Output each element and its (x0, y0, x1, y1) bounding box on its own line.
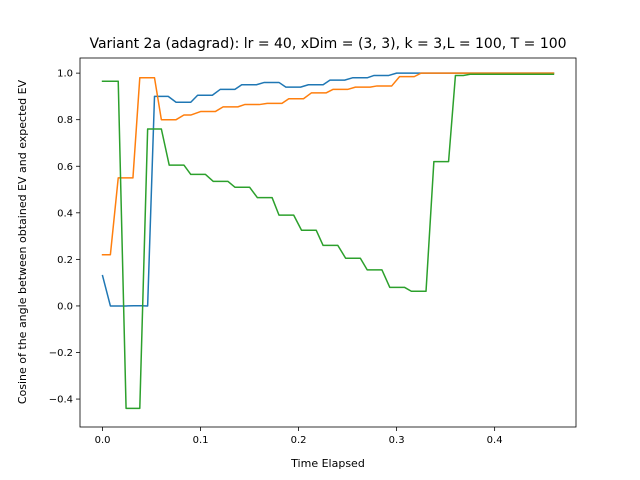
y-tick-label: 0.2 (57, 255, 73, 266)
x-tick-label: 0.4 (487, 435, 503, 446)
y-tick-label: 0.0 (57, 301, 73, 312)
y-tick-label: −0.2 (49, 348, 73, 359)
x-axis-label: Time Elapsed (290, 457, 365, 470)
y-tick-label: −0.4 (49, 395, 73, 406)
x-tick-label: 0.2 (291, 435, 307, 446)
axes-frame (79, 57, 577, 428)
chart-title: Variant 2a (adagrad): lr = 40, xDim = (3… (89, 36, 566, 52)
x-tick-label: 0.3 (389, 435, 405, 446)
y-axis: −0.4 −0.2 0.0 0.2 0.4 0.6 0.8 1.0 (49, 69, 80, 406)
y-tick-label: 0.6 (57, 162, 73, 173)
plot-area (79, 57, 577, 428)
y-axis-label: Cosine of the angle between obtained EV … (16, 79, 29, 404)
y-tick-label: 1.0 (57, 69, 73, 80)
x-axis: 0.0 0.1 0.2 0.3 0.4 (95, 427, 503, 446)
series-layer (101, 72, 555, 410)
series-line-2 (101, 72, 555, 256)
x-tick-label: 0.1 (193, 435, 209, 446)
y-tick-label: 0.4 (57, 208, 73, 219)
series-line-3 (101, 73, 555, 410)
y-tick-label: 0.8 (57, 115, 73, 126)
x-tick-label: 0.0 (95, 435, 111, 446)
